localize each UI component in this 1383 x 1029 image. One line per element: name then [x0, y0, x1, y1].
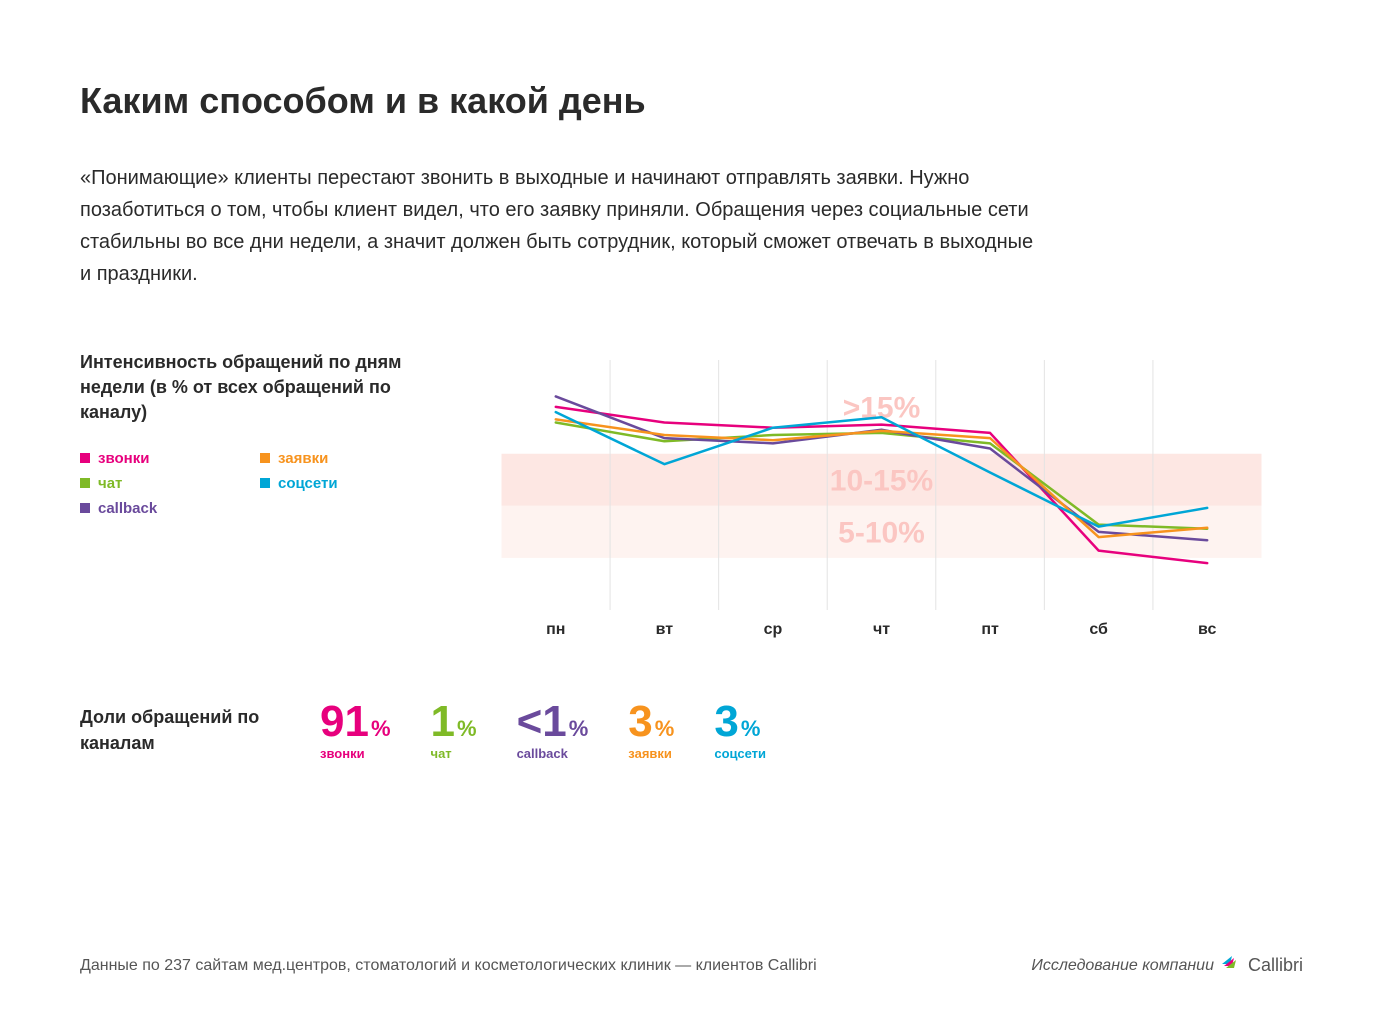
- footer-research-label: Исследование компании: [1031, 957, 1214, 975]
- legend-swatch-icon: [260, 478, 270, 488]
- share-unit: %: [371, 718, 391, 740]
- band-label: 10-15%: [830, 464, 933, 497]
- band-label: 5-10%: [838, 516, 925, 549]
- shares-title: Доли обращений по каналам: [80, 705, 280, 755]
- share-number: 1: [431, 700, 455, 744]
- share-value: 3%: [628, 700, 674, 744]
- share-label: callback: [517, 746, 589, 761]
- callibri-logo-icon: [1220, 952, 1242, 979]
- share-number: 3: [628, 700, 652, 744]
- legend-item-social: соцсети: [260, 475, 420, 492]
- share-label: чат: [431, 746, 477, 761]
- shares-items: 91% звонки 1% чат <1% callback 3% заявки 3% соцсе…: [320, 700, 766, 761]
- legend-swatch-icon: [260, 453, 270, 463]
- footer-source: Данные по 237 сайтам мед.центров, стомат…: [80, 957, 817, 975]
- share-item: 3% заявки: [628, 700, 674, 761]
- share-unit: %: [457, 718, 477, 740]
- share-item: 1% чат: [431, 700, 477, 761]
- share-number: 91: [320, 700, 369, 744]
- footer: Данные по 237 сайтам мед.центров, стомат…: [80, 952, 1303, 979]
- legend-item-callback: callback: [80, 500, 240, 517]
- share-unit: %: [741, 718, 761, 740]
- legend-swatch-icon: [80, 478, 90, 488]
- chart-legend-area: Интенсивность обращений по дням недели (…: [80, 350, 420, 650]
- xtick-label: ср: [764, 621, 783, 638]
- share-value: <1%: [517, 700, 589, 744]
- xtick-label: вт: [656, 621, 674, 638]
- share-item: 91% звонки: [320, 700, 391, 761]
- share-value: 3%: [714, 700, 766, 744]
- page-title: Каким способом и в какой день: [80, 80, 1303, 122]
- chart-container: >15%10-15%5-10%пнвтсрчтптсбвс: [460, 350, 1303, 650]
- legend-grid: звонки заявки чат соцсети callback: [80, 450, 420, 517]
- xtick-label: сб: [1089, 621, 1108, 638]
- legend-swatch-icon: [80, 453, 90, 463]
- share-unit: %: [655, 718, 675, 740]
- legend-label: чат: [98, 475, 122, 492]
- legend-item-calls: звонки: [80, 450, 240, 467]
- chart-section: Интенсивность обращений по дням недели (…: [80, 350, 1303, 650]
- legend-label: заявки: [278, 450, 328, 467]
- legend-item-chat: чат: [80, 475, 240, 492]
- share-item: <1% callback: [517, 700, 589, 761]
- share-item: 3% соцсети: [714, 700, 766, 761]
- share-label: соцсети: [714, 746, 766, 761]
- share-number: 3: [714, 700, 738, 744]
- xtick-label: пт: [981, 621, 999, 638]
- chart-title: Интенсивность обращений по дням недели (…: [80, 350, 420, 426]
- line-chart: >15%10-15%5-10%пнвтсрчтптсбвс: [460, 350, 1303, 650]
- shares-row: Доли обращений по каналам 91% звонки 1% чат…: [80, 700, 1303, 761]
- legend-label: соцсети: [278, 475, 338, 492]
- share-label: звонки: [320, 746, 391, 761]
- legend-label: callback: [98, 500, 157, 517]
- legend-label: звонки: [98, 450, 149, 467]
- legend-item-requests: заявки: [260, 450, 420, 467]
- share-number: <1: [517, 700, 567, 744]
- share-unit: %: [569, 718, 589, 740]
- callibri-logo-text: Callibri: [1248, 955, 1303, 976]
- xtick-label: вс: [1198, 621, 1216, 638]
- share-value: 91%: [320, 700, 391, 744]
- share-value: 1%: [431, 700, 477, 744]
- footer-right: Исследование компании Callibri: [1031, 952, 1303, 979]
- xtick-label: чт: [873, 621, 890, 638]
- xtick-label: пн: [546, 621, 565, 638]
- legend-swatch-icon: [80, 503, 90, 513]
- description-text: «Понимающие» клиенты перестают звонить в…: [80, 162, 1040, 290]
- share-label: заявки: [628, 746, 674, 761]
